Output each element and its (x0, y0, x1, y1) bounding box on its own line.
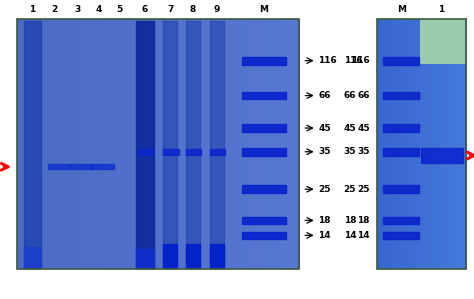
Text: 9: 9 (214, 5, 220, 14)
Text: 35: 35 (344, 147, 356, 156)
Text: 4: 4 (95, 5, 101, 14)
Text: 116: 116 (319, 56, 337, 65)
Text: 116: 116 (344, 56, 363, 65)
Bar (17, 19, 299, 269)
Text: 116: 116 (351, 56, 370, 65)
Text: 66: 66 (344, 91, 356, 100)
Text: 1: 1 (438, 5, 444, 14)
Text: M: M (397, 5, 406, 14)
Text: 45: 45 (319, 123, 331, 132)
Text: 18: 18 (344, 216, 356, 225)
Text: 7: 7 (167, 5, 173, 14)
Text: 18: 18 (319, 216, 331, 225)
Text: 35: 35 (319, 147, 331, 156)
Text: 2: 2 (52, 5, 58, 14)
Text: 66: 66 (357, 91, 370, 100)
Text: 3: 3 (74, 5, 81, 14)
Text: 14: 14 (319, 231, 331, 240)
Text: 14: 14 (357, 231, 370, 240)
Text: 5: 5 (117, 5, 123, 14)
Bar (377, 19, 466, 269)
Text: B: B (329, 0, 343, 1)
Text: 25: 25 (357, 185, 370, 194)
Text: 14: 14 (344, 231, 356, 240)
Text: 1: 1 (29, 5, 35, 14)
Text: 18: 18 (357, 216, 370, 225)
Text: 66: 66 (319, 91, 331, 100)
Text: 8: 8 (190, 5, 196, 14)
Text: 45: 45 (344, 123, 356, 132)
Text: 6: 6 (142, 5, 148, 14)
Text: 25: 25 (344, 185, 356, 194)
Text: A: A (5, 0, 18, 1)
Text: 35: 35 (357, 147, 370, 156)
Text: 45: 45 (357, 123, 370, 132)
Text: M: M (259, 5, 268, 14)
Text: 25: 25 (319, 185, 331, 194)
